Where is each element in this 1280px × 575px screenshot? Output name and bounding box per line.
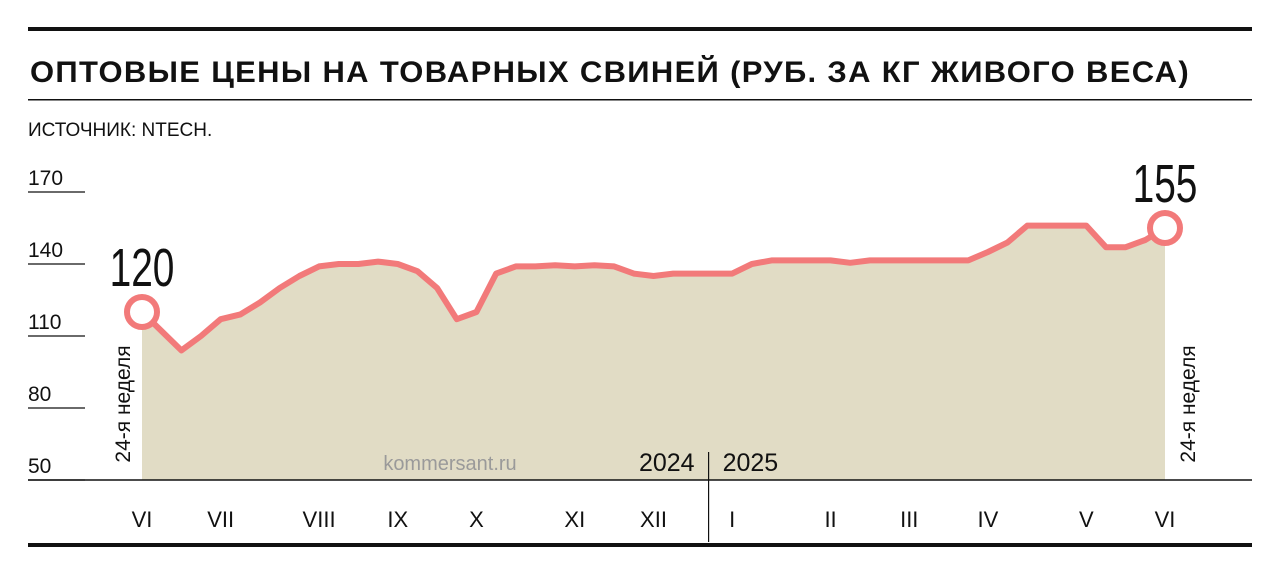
x-tick-label: VII	[207, 507, 234, 532]
endpoint-marker	[1147, 210, 1183, 246]
x-tick-label: IV	[978, 507, 999, 532]
y-tick-label: 170	[28, 167, 63, 190]
line	[139, 222, 1167, 354]
x-tick-label: X	[469, 507, 484, 532]
value-label: 155	[1133, 153, 1198, 214]
year-label: 2024	[639, 449, 695, 477]
year-label: 2025	[723, 449, 779, 477]
x-tick-label: VIII	[303, 507, 336, 532]
x-tick-label: V	[1079, 507, 1094, 532]
y-tick-label: 140	[28, 239, 63, 262]
x-tick-label: XI	[564, 507, 585, 532]
end-label: 24-я неделя	[1177, 345, 1200, 462]
bottom-rule	[28, 543, 1252, 547]
y-tick-label: 80	[28, 383, 51, 406]
chart-title: ОПТОВЫЕ ЦЕНЫ НА ТОВАРНЫХ СВИНЕЙ (РУБ. ЗА…	[30, 55, 1190, 89]
source: ИСТОЧНИК: NTECH.	[28, 120, 212, 141]
x-tick-label: IX	[387, 507, 408, 532]
top-rule	[28, 27, 1252, 31]
x-tick-label: III	[900, 507, 918, 532]
x-tick-label: I	[729, 507, 735, 532]
watermark: kommersant.ru	[383, 453, 516, 475]
x-tick-label: XII	[640, 507, 667, 532]
x-tick-label: VI	[132, 507, 153, 532]
area	[142, 225, 1165, 480]
title-rule	[28, 99, 1252, 101]
endpoint-marker	[124, 294, 160, 330]
y-tick-label: 50	[28, 455, 51, 478]
value-label: 120	[110, 237, 175, 298]
x-tick-label: VI	[1155, 507, 1176, 532]
x-tick-label: II	[824, 507, 836, 532]
y-tick-label: 110	[28, 311, 61, 334]
start-label: 24-я неделя	[112, 345, 135, 462]
